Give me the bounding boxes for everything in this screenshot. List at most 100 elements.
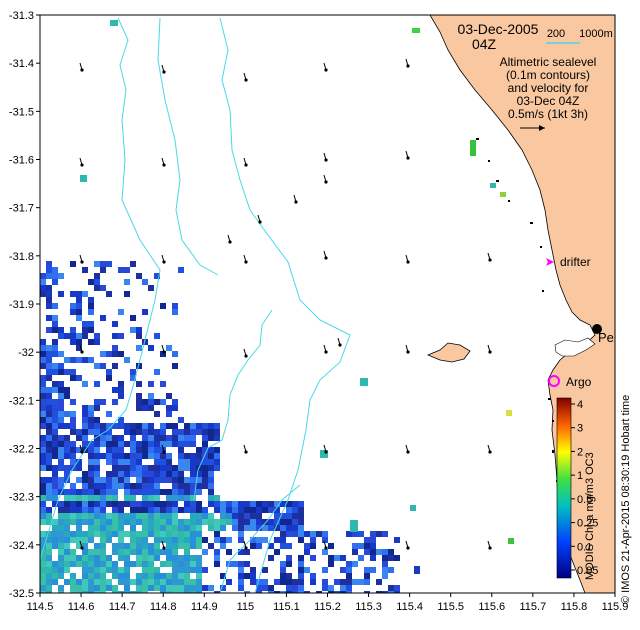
velocity-dot xyxy=(244,354,248,358)
chl-pixel xyxy=(298,591,304,593)
chl-pixel xyxy=(196,537,202,543)
chl-pixel xyxy=(52,447,58,453)
chl-pixel xyxy=(274,537,280,543)
chl-pixel xyxy=(508,538,514,544)
chl-pixel xyxy=(130,543,136,549)
chl-pixel xyxy=(52,381,58,387)
chl-pixel xyxy=(322,585,328,591)
velocity-dot xyxy=(162,260,166,264)
chl-pixel xyxy=(52,561,58,567)
chl-pixel xyxy=(82,321,88,327)
chl-pixel xyxy=(394,537,400,543)
chl-pixel xyxy=(166,525,172,531)
chl-pixel xyxy=(136,363,142,369)
chl-pixel xyxy=(52,411,58,417)
chl-pixel xyxy=(172,507,178,513)
chl-pixel xyxy=(262,537,268,543)
chl-pixel xyxy=(106,537,112,543)
chl-pixel xyxy=(76,315,82,321)
chl-pixel xyxy=(208,435,214,441)
chl-pixel xyxy=(58,489,64,495)
arrowhead-icon xyxy=(539,125,545,131)
chl-pixel xyxy=(70,357,76,363)
chl-pixel xyxy=(268,591,274,593)
chl-pixel xyxy=(184,459,190,465)
chl-pixel xyxy=(184,453,190,459)
chl-pixel xyxy=(58,273,64,279)
argo-marker xyxy=(548,375,560,387)
chl-pixel xyxy=(40,465,46,471)
chl-pixel xyxy=(124,501,130,507)
chl-pixel xyxy=(316,531,322,537)
chl-pixel xyxy=(328,591,334,593)
chl-pixel xyxy=(310,543,316,549)
chl-pixel xyxy=(238,531,244,537)
chl-pixel xyxy=(256,525,262,531)
chl-pixel xyxy=(82,543,88,549)
drifter-label: drifter xyxy=(560,255,591,269)
chl-pixel xyxy=(214,555,220,561)
chl-pixel xyxy=(154,489,160,495)
chl-pixel xyxy=(124,489,130,495)
chl-pixel xyxy=(106,453,112,459)
chl-pixel xyxy=(214,591,220,593)
chl-pixel xyxy=(250,513,256,519)
chl-pixel xyxy=(46,291,52,297)
isobath-contour xyxy=(40,17,161,561)
chl-pixel xyxy=(470,140,476,156)
chl-pixel xyxy=(136,345,142,351)
chl-pixel xyxy=(280,573,286,579)
chl-pixel xyxy=(118,477,124,483)
chl-pixel xyxy=(286,561,292,567)
chl-pixel xyxy=(250,501,256,507)
chl-pixel xyxy=(94,399,100,405)
chl-pixel xyxy=(82,441,88,447)
chl-pixel xyxy=(154,441,160,447)
chl-pixel xyxy=(94,585,100,591)
chl-pixel xyxy=(46,351,52,357)
chl-pixel xyxy=(154,543,160,549)
chl-pixel xyxy=(178,459,184,465)
chl-pixel xyxy=(148,393,154,399)
chl-pixel xyxy=(334,555,340,561)
chl-pixel xyxy=(178,531,184,537)
chl-pixel xyxy=(154,585,160,591)
chl-pixel xyxy=(244,573,250,579)
chl-pixel xyxy=(166,423,172,429)
chl-pixel xyxy=(286,513,292,519)
chl-pixel xyxy=(370,549,376,555)
chl-pixel xyxy=(160,441,166,447)
chl-pixel xyxy=(388,549,394,555)
chl-pixel xyxy=(202,435,208,441)
chl-pixel xyxy=(238,585,244,591)
chl-pixel xyxy=(136,399,142,405)
chl-pixel xyxy=(214,429,220,435)
chl-pixel xyxy=(178,447,184,453)
chl-pixel xyxy=(160,561,166,567)
chl-pixel xyxy=(64,501,70,507)
chl-pixel xyxy=(172,477,178,483)
chl-pixel xyxy=(370,543,376,549)
chl-pixel xyxy=(160,381,166,387)
chl-pixel xyxy=(100,573,106,579)
chl-pixel xyxy=(148,489,154,495)
chl-pixel xyxy=(130,501,136,507)
chl-pixel xyxy=(160,351,166,357)
chl-pixel xyxy=(202,549,208,555)
chl-pixel xyxy=(58,423,64,429)
chl-pixel xyxy=(172,561,178,567)
chl-pixel xyxy=(184,423,190,429)
chl-pixel xyxy=(40,393,46,399)
chl-pixel xyxy=(82,519,88,525)
chl-pixel xyxy=(136,537,142,543)
chl-pixel xyxy=(172,573,178,579)
chl-pixel xyxy=(58,585,64,591)
chl-pixel xyxy=(112,489,118,495)
chl-pixel xyxy=(82,291,88,297)
chl-pixel xyxy=(148,483,154,489)
chl-pixel xyxy=(142,513,148,519)
chl-pixel xyxy=(388,555,394,561)
argo-label: Argo xyxy=(566,375,592,389)
chl-pixel xyxy=(94,489,100,495)
chl-pixel xyxy=(88,591,94,593)
